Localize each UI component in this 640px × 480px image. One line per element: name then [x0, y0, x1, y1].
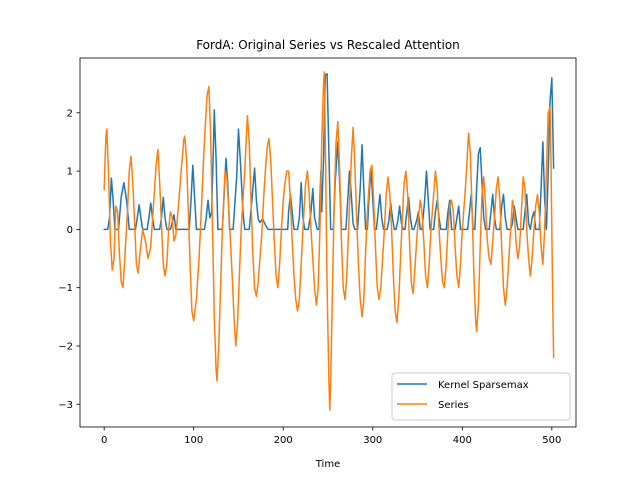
x-axis: 0 100 200 300 400 500 — [101, 427, 561, 446]
y-tick-label: 0 — [67, 225, 73, 236]
series-line-0 — [103, 72, 555, 231]
x-tick-label: 100 — [184, 435, 203, 446]
y-tick-label: 1 — [67, 167, 73, 178]
legend: Kernel Sparsemax Series — [391, 372, 571, 421]
legend-box — [391, 372, 571, 421]
y-tick-label: −1 — [58, 283, 73, 294]
y-tick-label: −2 — [58, 341, 73, 352]
plot-area — [103, 71, 555, 411]
chart-title: FordA: Original Series vs Rescaled Atten… — [196, 38, 460, 52]
x-tick-label: 300 — [363, 435, 382, 446]
x-tick-label: 400 — [453, 435, 472, 446]
x-tick-label: 0 — [101, 435, 107, 446]
y-tick-label: 2 — [67, 108, 73, 119]
x-tick-label: 500 — [542, 435, 561, 446]
x-axis-label: Time — [315, 459, 340, 470]
y-axis: −3 −2 −1 0 1 2 — [58, 108, 80, 411]
legend-label-0: Kernel Sparsemax — [438, 380, 529, 391]
plot-frame — [79, 57, 577, 428]
y-tick-label: −3 — [58, 400, 73, 411]
legend-label-1: Series — [438, 400, 469, 411]
x-tick-label: 200 — [274, 435, 293, 446]
series-line-1 — [103, 71, 555, 411]
